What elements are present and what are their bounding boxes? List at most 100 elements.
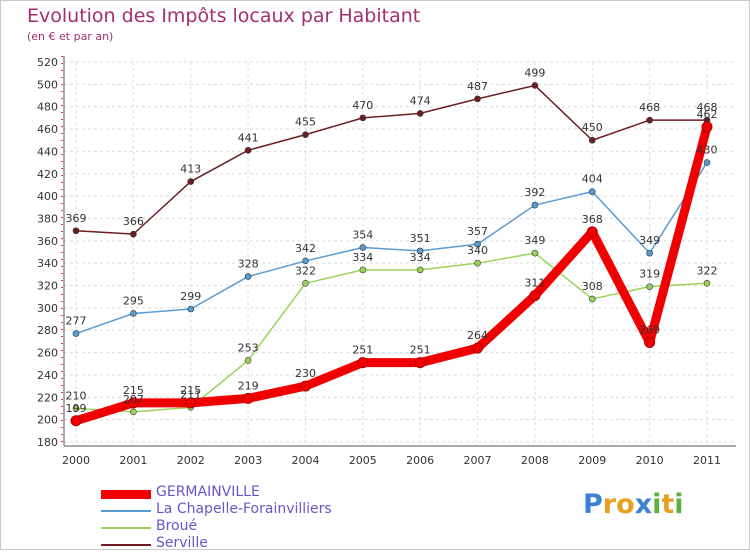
y-tick-label: 200 [37,414,58,427]
y-tick-label: 340 [37,257,58,270]
data-point [474,240,481,248]
data-point [586,226,598,238]
data-label: 404 [582,173,603,186]
data-label: 468 [697,101,718,114]
legend-swatch [101,527,151,529]
data-label: 441 [238,131,259,144]
data-label: 450 [582,121,603,134]
data-label: 430 [697,144,718,157]
data-label: 199 [66,402,87,415]
legend-label: GERMAINVILLE [156,484,260,500]
data-label: 251 [352,344,373,357]
data-label: 470 [352,99,373,112]
logo-letter: o [616,489,635,520]
legend-swatch [101,510,151,512]
data-label: 215 [123,384,144,397]
data-point [703,279,711,287]
data-point [357,357,369,369]
logo-letter: i [652,489,662,520]
data-label: 230 [295,367,316,380]
legend-label: La Chapelle-Forainvilliers [156,501,332,517]
data-point [302,279,309,287]
data-label: 253 [238,341,259,354]
y-tick-label: 220 [37,391,58,404]
logo-letter: t [661,489,675,520]
data-point [302,131,309,138]
data-label: 277 [66,315,87,328]
y-tick-label: 360 [37,235,58,248]
y-tick-label: 480 [37,101,58,114]
data-label: 334 [410,251,431,264]
x-tick-label: 2009 [578,454,606,467]
x-tick-label: 2007 [464,454,492,467]
data-label: 366 [123,215,144,228]
data-point [72,227,80,235]
y-tick-label: 500 [37,78,58,91]
y-tick-label: 260 [37,347,58,360]
data-label: 299 [180,290,201,303]
data-point [187,178,195,185]
data-label: 474 [410,94,431,107]
data-point [299,380,311,392]
logo-letter: r [602,489,617,520]
data-label: 340 [467,244,488,257]
data-label: 487 [467,80,488,93]
data-point [588,295,596,303]
logo-letter: x [634,489,653,520]
data-point [588,188,596,195]
data-point [646,116,653,124]
x-tick-label: 2002 [177,454,205,467]
data-point [529,290,541,302]
chart-title: Evolution des Impôts locaux par Habitant [27,5,421,27]
y-tick-label: 180 [37,436,58,449]
data-point [531,249,539,257]
logo-letter: P [583,489,603,520]
series-line [75,252,708,413]
y-tick-label: 460 [37,123,58,136]
data-label: 328 [238,258,259,271]
data-point [72,405,80,412]
data-label: 319 [639,268,660,281]
legend-swatch [101,489,151,499]
data-label: 322 [295,264,316,277]
x-tick-label: 2005 [349,454,377,467]
data-point [130,230,137,238]
proxiti-logo: Proxiti [583,489,684,520]
data-label: 207 [123,393,144,406]
data-point [359,266,367,274]
data-label: 392 [524,186,545,199]
x-tick-label: 2011 [693,454,721,467]
legend-label: Broué [156,518,198,534]
legend-swatch [101,544,151,546]
y-tick-label: 240 [37,369,58,382]
series-line [75,161,708,335]
data-label: 210 [66,389,87,402]
data-label: 455 [295,116,316,129]
data-label: 311 [524,277,545,290]
data-point [242,392,254,404]
data-point [644,337,656,349]
y-tick-label: 280 [37,324,58,337]
data-point [474,95,481,103]
data-label: 468 [639,101,660,114]
data-point [474,259,481,267]
chart-subtitle: (en € et par an) [27,30,114,43]
data-label: 368 [582,213,603,226]
y-tick-label: 400 [37,190,58,203]
data-label: 357 [467,225,488,238]
x-tick-label: 2010 [636,454,664,467]
data-point [703,159,711,166]
data-point [359,114,367,122]
y-tick-label: 320 [37,280,58,293]
series-line [71,122,712,426]
data-label: 349 [524,234,545,247]
data-point [72,330,80,337]
data-point [130,310,137,317]
x-tick-label: 2006 [406,454,434,467]
data-point [187,305,195,313]
data-label: 342 [295,242,316,255]
data-label: 269 [639,324,660,337]
data-point [646,283,653,290]
data-label: 462 [697,108,718,121]
